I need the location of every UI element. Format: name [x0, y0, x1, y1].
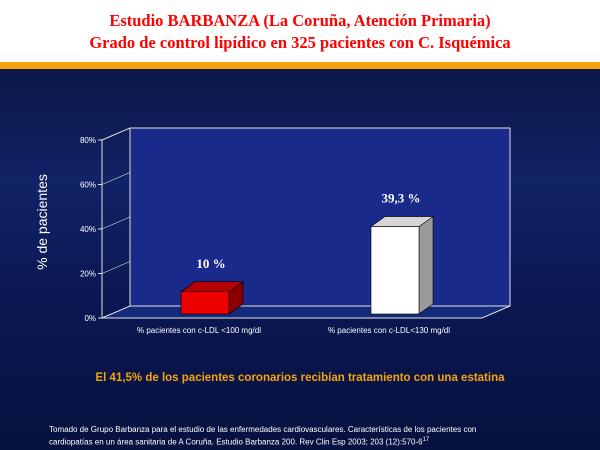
- title-line-1: Estudio BARBANZA (La Coruña, Atención Pr…: [109, 11, 491, 30]
- y-tick-depth-line: [101, 305, 131, 319]
- source-reference-number: 17: [422, 437, 430, 443]
- bar-2: [370, 226, 420, 315]
- y-tick-label: 40%: [80, 225, 96, 234]
- y-tick-depth-line: [101, 216, 131, 230]
- chart-floor: [101, 305, 511, 319]
- chart-back-wall: [129, 127, 511, 307]
- y-tick-depth-line: [101, 172, 131, 185]
- title-band: Estudio BARBANZA (La Coruña, Atención Pr…: [0, 0, 600, 62]
- source-line-1: Tomado de Grupo Barbanza para el estudio…: [49, 425, 477, 434]
- source-line-2-text: cardiopatías en un área sanitaria de A C…: [49, 437, 423, 447]
- y-tick-label: 20%: [80, 270, 96, 279]
- title-line-2: Grado de control lipídico en 325 pacient…: [89, 33, 511, 52]
- y-tick-label: 80%: [80, 136, 96, 145]
- bar-value-label-2: 39,3 %: [382, 191, 421, 206]
- x-category-label-1: % pacientes con c-LDL <100 mg/dl: [137, 326, 261, 335]
- bar-1: [180, 291, 230, 315]
- y-tick-depth-line: [101, 261, 131, 274]
- source-line-2: cardiopatías en un área sanitaria de A C…: [49, 435, 594, 448]
- summary-note: El 41,5% de los pacientes coronarios rec…: [95, 372, 505, 384]
- title-rule: [0, 62, 600, 69]
- y-tick-label: 60%: [80, 181, 96, 190]
- bar-value-label-1: 10 %: [196, 256, 225, 271]
- source-citation: Tomado de Grupo Barbanza para el estudio…: [49, 424, 594, 448]
- y-tick-label: 0%: [84, 314, 96, 323]
- bar-side-2: [418, 215, 434, 315]
- x-category-label-2: % pacientes con c-LDL<130 mg/dl: [328, 326, 450, 335]
- y-tick-depth-line: [101, 127, 131, 141]
